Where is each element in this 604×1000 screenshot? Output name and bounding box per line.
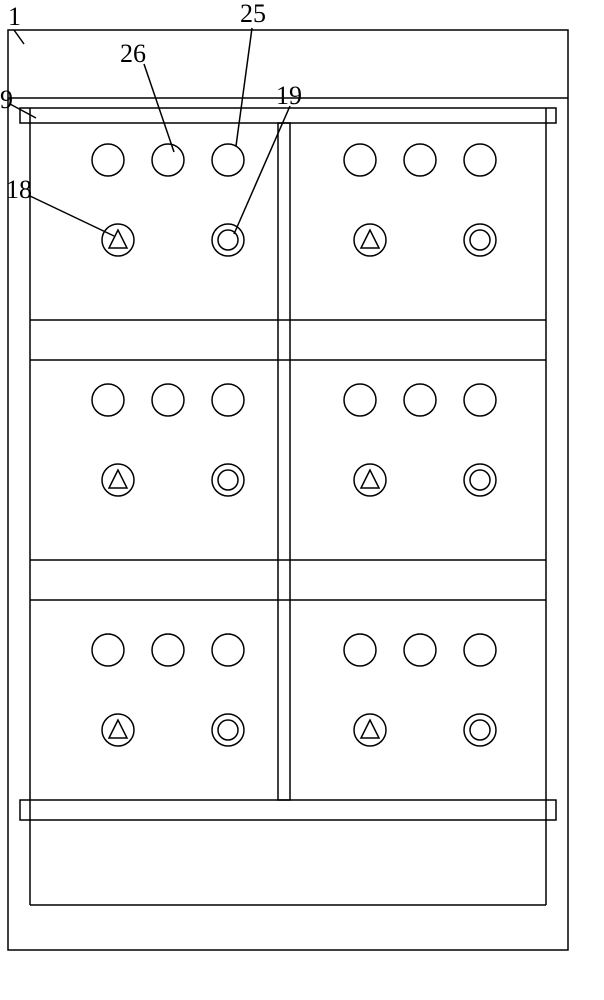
port-1-0-1: [152, 384, 184, 416]
label-l26: 26: [120, 39, 146, 68]
port-1-1-0: [344, 384, 376, 416]
tri-port-inner-0-1: [361, 230, 379, 248]
label-l19: 19: [276, 81, 302, 110]
conc-port-inner-1-0: [218, 470, 238, 490]
bottom-bar: [20, 800, 556, 820]
tri-port-inner-1-1: [361, 470, 379, 488]
leader-l9: [10, 104, 36, 118]
leader-l1: [14, 30, 24, 44]
port-0-0-1: [152, 144, 184, 176]
port-2-0-1: [152, 634, 184, 666]
label-l1: 1: [8, 2, 21, 31]
port-2-0-2: [212, 634, 244, 666]
port-0-1-1: [404, 144, 436, 176]
conc-port-inner-1-1: [470, 470, 490, 490]
port-1-0-0: [92, 384, 124, 416]
port-0-1-2: [464, 144, 496, 176]
leader-l18: [30, 196, 114, 236]
label-l18: 18: [6, 175, 32, 204]
leader-l25: [236, 28, 252, 146]
conc-port-outer-2-1: [464, 714, 496, 746]
leader-l19: [234, 106, 290, 234]
conc-port-outer-1-1: [464, 464, 496, 496]
port-1-1-2: [464, 384, 496, 416]
center-divider: [278, 123, 290, 800]
conc-port-outer-0-1: [464, 224, 496, 256]
port-1-1-1: [404, 384, 436, 416]
tri-port-inner-1-0: [109, 470, 127, 488]
port-0-1-0: [344, 144, 376, 176]
port-2-1-2: [464, 634, 496, 666]
port-1-0-2: [212, 384, 244, 416]
conc-port-outer-2-0: [212, 714, 244, 746]
port-2-0-0: [92, 634, 124, 666]
tri-port-inner-2-0: [109, 720, 127, 738]
conc-port-inner-2-1: [470, 720, 490, 740]
outer-body: [8, 30, 568, 950]
conc-port-outer-0-0: [212, 224, 244, 256]
conc-port-inner-2-0: [218, 720, 238, 740]
tri-port-inner-2-1: [361, 720, 379, 738]
label-l25: 25: [240, 0, 266, 28]
label-l9: 9: [0, 85, 13, 114]
conc-port-outer-1-0: [212, 464, 244, 496]
tri-port-inner-0-0: [109, 230, 127, 248]
port-0-0-2: [212, 144, 244, 176]
port-2-1-0: [344, 634, 376, 666]
port-0-0-0: [92, 144, 124, 176]
conc-port-inner-0-1: [470, 230, 490, 250]
port-2-1-1: [404, 634, 436, 666]
